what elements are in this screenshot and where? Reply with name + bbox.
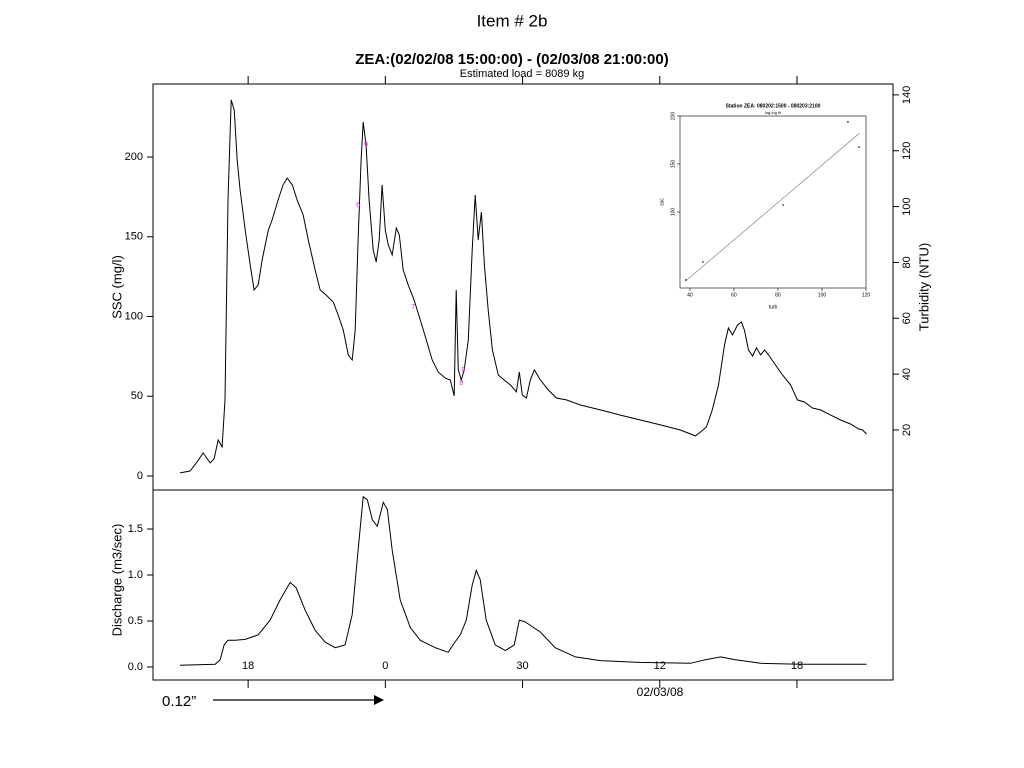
y2-tick-label: 120	[901, 142, 913, 160]
x-tick-label: 12	[654, 660, 666, 672]
inset-x-label: turb	[769, 304, 778, 310]
page-title: Item # 2b	[477, 11, 548, 30]
y-tick-label: 0	[137, 470, 143, 482]
inset-title: Station ZEA: 080202:1500 - 080203:2100	[726, 103, 821, 109]
y2-tick-label: 100	[901, 197, 913, 215]
x-tick-label: 120	[862, 292, 871, 298]
sample-label: 8	[459, 380, 463, 387]
sample-label: 6	[356, 202, 360, 209]
y-tick-label: 150	[670, 160, 676, 169]
point	[685, 279, 687, 281]
data-line	[179, 495, 867, 666]
plot-frame	[152, 489, 894, 681]
x-tick-label: 80	[775, 292, 781, 298]
plot-frame	[679, 115, 867, 289]
chart-subtitle: Estimated load = 8089 kg	[460, 68, 584, 80]
fit-line	[685, 133, 860, 282]
x-axis-label: 02/03/08	[637, 685, 684, 699]
y-axis-label: SSC (mg/l)	[109, 255, 124, 319]
point	[858, 146, 860, 148]
x-tick-label: 18	[242, 660, 254, 672]
y-tick-label: 150	[125, 231, 143, 243]
y-tick-label: 1.0	[128, 569, 143, 581]
x-tick-label: 60	[731, 292, 737, 298]
sample-label: 7	[411, 304, 415, 311]
y-tick-label: 0.0	[128, 661, 143, 673]
inset-y-label: ssc	[659, 198, 665, 206]
y2-tick-label: 20	[901, 424, 913, 436]
data-line	[179, 99, 867, 474]
y-tick-label: 200	[670, 112, 676, 121]
inset-subtitle: log-log fit	[765, 110, 782, 115]
y-tick-label: 100	[670, 208, 676, 217]
y2-tick-label: 140	[901, 86, 913, 104]
y2-axis-label: Turbidity (NTU)	[916, 243, 931, 331]
sample-label: 9	[461, 367, 465, 374]
plot-frame	[152, 83, 894, 491]
annotation: 0.12”	[162, 693, 196, 710]
x-tick-label: 0	[382, 660, 388, 672]
x-tick-label: 18	[791, 660, 803, 672]
y-tick-label: 200	[125, 151, 143, 163]
y-tick-label: 50	[131, 390, 143, 402]
sample-label: 6	[364, 141, 368, 148]
chart-title: ZEA:(02/02/08 15:00:00) - (02/03/08 21:0…	[355, 51, 669, 68]
point	[701, 261, 704, 263]
y-tick-label: 1.5	[128, 523, 143, 535]
x-tick-label: 100	[818, 292, 827, 298]
point	[782, 204, 784, 206]
arrow-head	[374, 695, 384, 705]
y-tick-label: 0.5	[128, 615, 143, 627]
x-tick-label: 40	[687, 292, 693, 298]
point	[847, 121, 849, 123]
y2-tick-label: 80	[901, 256, 913, 268]
y-tick-label: 100	[125, 310, 143, 322]
y2-tick-label: 40	[901, 368, 913, 380]
y-axis-label: Discharge (m3/sec)	[109, 524, 124, 637]
x-tick-label: 30	[516, 660, 528, 672]
y2-tick-label: 60	[901, 312, 913, 324]
